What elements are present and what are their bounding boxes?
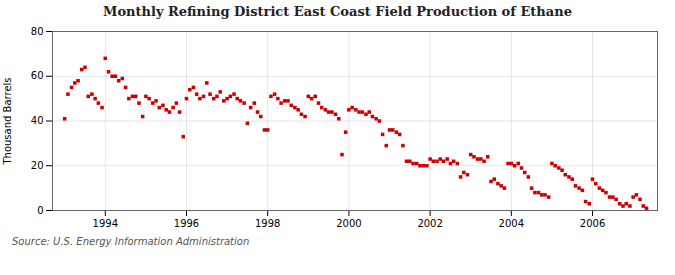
html-text:Source: U.S. Energy Informatio: Source: U.S. Energy Information Administ… — [12, 236, 250, 247]
svg-text:2000: 2000 — [336, 218, 361, 229]
svg-text:2002: 2002 — [417, 218, 442, 229]
svg-text:Thousand Barrels: Thousand Barrels — [2, 77, 13, 165]
svg-text:80: 80 — [31, 26, 44, 37]
svg-text:2006: 2006 — [580, 218, 605, 229]
svg-text:40: 40 — [31, 115, 44, 126]
html-text:Monthly Refining District East: Monthly Refining District East Coast Fie… — [103, 4, 572, 19]
svg-text:20: 20 — [31, 160, 44, 171]
svg-text:60: 60 — [31, 70, 44, 81]
svg-text:1994: 1994 — [93, 218, 118, 229]
svg-text:1998: 1998 — [255, 218, 280, 229]
svg-text:1996: 1996 — [174, 218, 199, 229]
svg-text:0: 0 — [37, 205, 43, 216]
svg-text:2004: 2004 — [499, 218, 524, 229]
